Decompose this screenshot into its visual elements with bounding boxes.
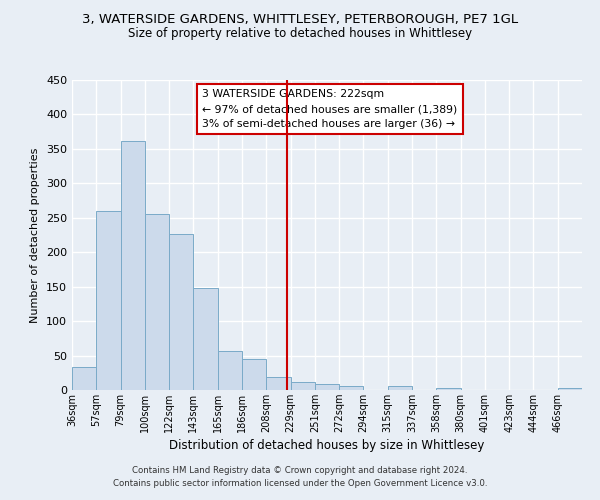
Bar <box>388 386 412 390</box>
Bar <box>169 234 193 390</box>
Text: Size of property relative to detached houses in Whittlesey: Size of property relative to detached ho… <box>128 28 472 40</box>
Bar <box>121 140 145 390</box>
Bar <box>96 211 121 390</box>
Bar <box>218 350 242 390</box>
Text: Contains HM Land Registry data © Crown copyright and database right 2024.
Contai: Contains HM Land Registry data © Crown c… <box>113 466 487 487</box>
Bar <box>290 382 315 390</box>
Bar <box>242 359 266 390</box>
Bar <box>436 388 461 390</box>
Bar <box>145 214 169 390</box>
X-axis label: Distribution of detached houses by size in Whittlesey: Distribution of detached houses by size … <box>169 439 485 452</box>
Bar <box>72 368 96 390</box>
Bar <box>339 386 364 390</box>
Text: 3, WATERSIDE GARDENS, WHITTLESEY, PETERBOROUGH, PE7 1GL: 3, WATERSIDE GARDENS, WHITTLESEY, PETERB… <box>82 12 518 26</box>
Text: 3 WATERSIDE GARDENS: 222sqm
← 97% of detached houses are smaller (1,389)
3% of s: 3 WATERSIDE GARDENS: 222sqm ← 97% of det… <box>202 90 457 129</box>
Bar <box>266 377 290 390</box>
Bar <box>558 388 582 390</box>
Bar <box>193 288 218 390</box>
Y-axis label: Number of detached properties: Number of detached properties <box>31 148 40 322</box>
Bar <box>315 384 339 390</box>
